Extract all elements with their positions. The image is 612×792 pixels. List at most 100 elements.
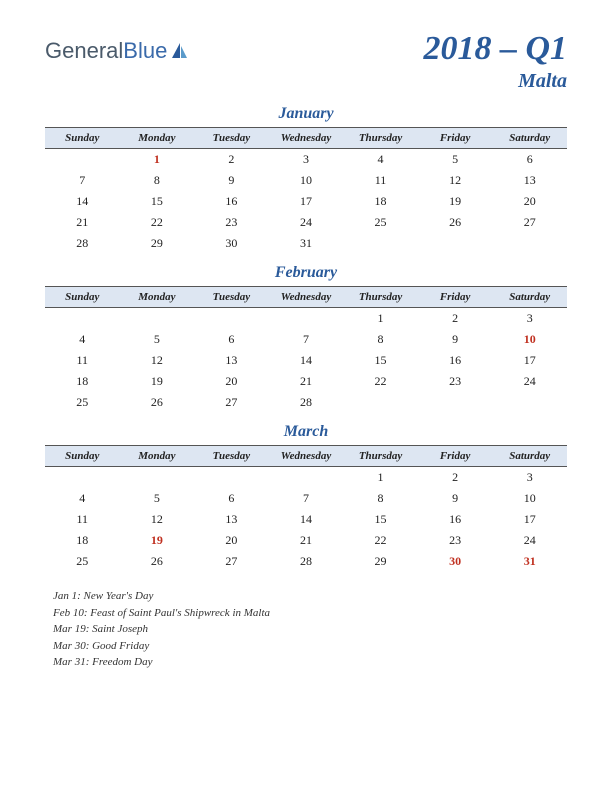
day-cell: 15 <box>343 350 418 371</box>
day-cell <box>120 467 195 489</box>
day-cell: 17 <box>492 509 567 530</box>
table-row: 45678910 <box>45 329 567 350</box>
calendar-table: SundayMondayTuesdayWednesdayThursdayFrid… <box>45 286 567 413</box>
day-cell: 30 <box>194 233 269 254</box>
day-cell: 20 <box>194 530 269 551</box>
weekday-header: Sunday <box>45 128 120 149</box>
title-block: 2018 – Q1 Malta <box>423 30 567 93</box>
month-name: March <box>45 423 567 441</box>
day-cell <box>492 233 567 254</box>
day-cell <box>45 149 120 171</box>
day-cell <box>194 308 269 330</box>
table-row: 11121314151617 <box>45 350 567 371</box>
day-cell: 7 <box>269 488 344 509</box>
weekday-header: Friday <box>418 128 493 149</box>
weekday-header: Saturday <box>492 446 567 467</box>
weekday-header: Monday <box>120 446 195 467</box>
day-cell: 6 <box>194 329 269 350</box>
table-row: 25262728 <box>45 392 567 413</box>
quarter-title: 2018 – Q1 <box>423 30 567 68</box>
day-cell: 3 <box>269 149 344 171</box>
day-cell <box>269 308 344 330</box>
day-cell: 5 <box>120 329 195 350</box>
holiday-entry: Mar 31: Freedom Day <box>53 654 567 671</box>
day-cell: 26 <box>120 551 195 572</box>
day-cell: 13 <box>194 350 269 371</box>
day-cell: 14 <box>269 509 344 530</box>
day-cell: 14 <box>269 350 344 371</box>
logo-general: General <box>45 38 123 64</box>
day-cell: 13 <box>194 509 269 530</box>
holiday-entry: Jan 1: New Year's Day <box>53 588 567 605</box>
day-cell: 9 <box>418 329 493 350</box>
day-cell: 18 <box>343 191 418 212</box>
day-cell: 29 <box>343 551 418 572</box>
calendar-table: SundayMondayTuesdayWednesdayThursdayFrid… <box>45 445 567 572</box>
day-cell: 18 <box>45 530 120 551</box>
day-cell: 1 <box>343 308 418 330</box>
table-row: 18192021222324 <box>45 530 567 551</box>
day-cell <box>45 308 120 330</box>
day-cell: 17 <box>269 191 344 212</box>
day-cell: 29 <box>120 233 195 254</box>
logo: GeneralBlue <box>45 38 189 64</box>
day-cell: 10 <box>269 170 344 191</box>
table-row: 28293031 <box>45 233 567 254</box>
day-cell: 9 <box>194 170 269 191</box>
day-cell <box>343 392 418 413</box>
day-cell: 31 <box>269 233 344 254</box>
month-name: February <box>45 264 567 282</box>
weekday-header: Thursday <box>343 287 418 308</box>
weekday-header: Wednesday <box>269 287 344 308</box>
day-cell: 12 <box>120 509 195 530</box>
weekday-header: Sunday <box>45 446 120 467</box>
day-cell: 19 <box>120 371 195 392</box>
day-cell: 16 <box>194 191 269 212</box>
weekday-header: Wednesday <box>269 128 344 149</box>
day-cell: 25 <box>45 551 120 572</box>
day-cell: 11 <box>343 170 418 191</box>
day-cell: 28 <box>269 392 344 413</box>
day-cell <box>492 392 567 413</box>
day-cell: 8 <box>343 329 418 350</box>
table-row: 123456 <box>45 149 567 171</box>
day-cell: 8 <box>120 170 195 191</box>
day-cell: 13 <box>492 170 567 191</box>
weekday-header: Monday <box>120 287 195 308</box>
day-cell: 20 <box>194 371 269 392</box>
day-cell: 18 <box>45 371 120 392</box>
day-cell: 14 <box>45 191 120 212</box>
day-cell: 26 <box>418 212 493 233</box>
country-title: Malta <box>423 70 567 93</box>
day-cell: 21 <box>45 212 120 233</box>
table-row: 78910111213 <box>45 170 567 191</box>
day-cell <box>194 467 269 489</box>
weekday-header: Wednesday <box>269 446 344 467</box>
day-cell: 27 <box>492 212 567 233</box>
logo-blue: Blue <box>123 38 167 64</box>
month-name: January <box>45 105 567 123</box>
table-row: 14151617181920 <box>45 191 567 212</box>
header: GeneralBlue 2018 – Q1 Malta <box>45 30 567 93</box>
logo-sail-icon <box>169 41 189 61</box>
weekday-header: Friday <box>418 446 493 467</box>
day-cell: 4 <box>45 488 120 509</box>
day-cell <box>120 308 195 330</box>
day-cell: 10 <box>492 488 567 509</box>
holiday-entry: Mar 19: Saint Joseph <box>53 621 567 638</box>
day-cell <box>418 233 493 254</box>
day-cell: 5 <box>418 149 493 171</box>
day-cell: 3 <box>492 308 567 330</box>
day-cell <box>418 392 493 413</box>
day-cell: 20 <box>492 191 567 212</box>
day-cell: 24 <box>492 371 567 392</box>
day-cell: 28 <box>45 233 120 254</box>
day-cell: 6 <box>194 488 269 509</box>
day-cell: 15 <box>120 191 195 212</box>
table-row: 18192021222324 <box>45 371 567 392</box>
calendar-table: SundayMondayTuesdayWednesdayThursdayFrid… <box>45 127 567 254</box>
weekday-header: Sunday <box>45 287 120 308</box>
day-cell: 31 <box>492 551 567 572</box>
holiday-entry: Feb 10: Feast of Saint Paul's Shipwreck … <box>53 605 567 622</box>
day-cell: 2 <box>418 467 493 489</box>
